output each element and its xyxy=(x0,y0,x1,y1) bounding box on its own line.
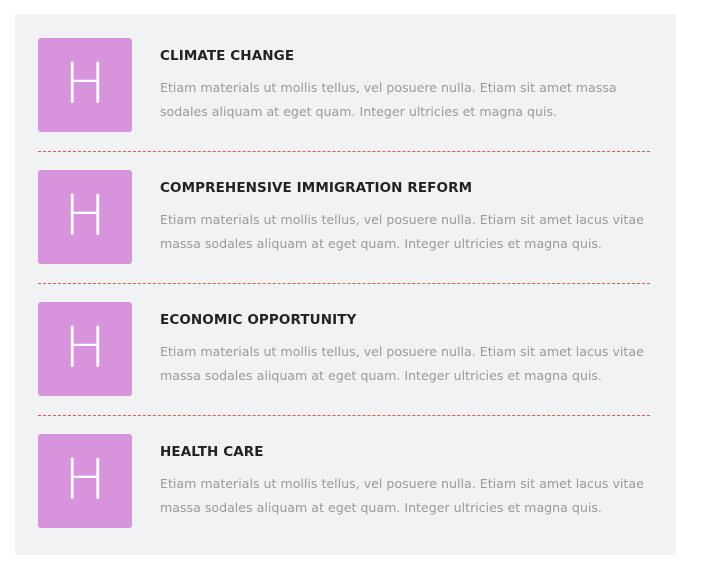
issue-icon-box: H xyxy=(38,302,132,396)
h-letter-icon: H xyxy=(63,52,107,117)
issue-title: COMPREHENSIVE IMMIGRATION REFORM xyxy=(160,180,473,196)
issue-title: HEALTH CARE xyxy=(160,444,264,460)
issue-description: Etiam materials ut mollis tellus, vel po… xyxy=(160,212,644,251)
item-divider xyxy=(38,283,650,284)
issue-item-health-care: H HEALTH CARE Etiam materials ut mollis … xyxy=(15,410,676,542)
issue-title: ECONOMIC OPPORTUNITY xyxy=(160,312,357,328)
issue-icon-box: H xyxy=(38,38,132,132)
issue-icon-box: H xyxy=(38,434,132,528)
issue-icon-box: H xyxy=(38,170,132,264)
issue-description: Etiam materials ut mollis tellus, vel po… xyxy=(160,344,644,383)
item-divider xyxy=(38,151,650,152)
item-divider xyxy=(38,415,650,416)
issue-title: CLIMATE CHANGE xyxy=(160,48,295,64)
h-letter-icon: H xyxy=(63,184,107,249)
issue-item-economic-opportunity: H ECONOMIC OPPORTUNITY Etiam materials u… xyxy=(15,278,676,410)
issue-item-immigration-reform: H COMPREHENSIVE IMMIGRATION REFORM Etiam… xyxy=(15,146,676,278)
h-letter-icon: H xyxy=(63,448,107,513)
issue-description: Etiam materials ut mollis tellus, vel po… xyxy=(160,80,617,119)
issue-item-climate-change: H CLIMATE CHANGE Etiam materials ut moll… xyxy=(15,14,676,146)
issue-description: Etiam materials ut mollis tellus, vel po… xyxy=(160,476,644,515)
issues-panel: H CLIMATE CHANGE Etiam materials ut moll… xyxy=(15,14,676,555)
h-letter-icon: H xyxy=(63,316,107,381)
